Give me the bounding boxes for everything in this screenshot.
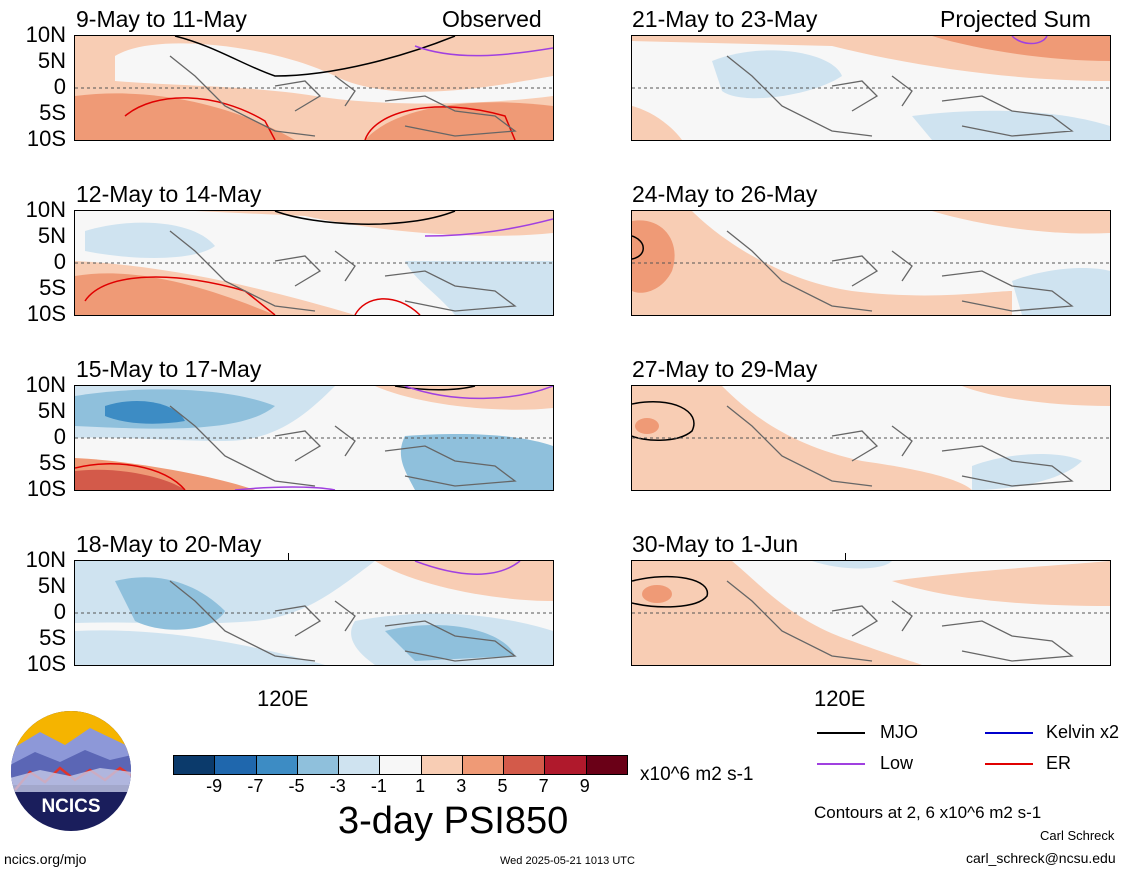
- projected-sum-label: Projected Sum: [940, 6, 1091, 32]
- legend-label-mjo: MJO: [880, 722, 918, 742]
- map-panel-obs-4: [75, 561, 553, 665]
- colorbar-tick-label: 3: [456, 776, 467, 796]
- map-panel-obs-1: [75, 36, 553, 140]
- legend-label-low: Low: [880, 753, 914, 773]
- panel-title: 27-May to 29-May: [632, 356, 818, 382]
- panel-title: 9-May to 11-May: [76, 6, 247, 32]
- colorbar-tick-label: -9: [206, 776, 223, 796]
- map-panel-proj-3: [632, 386, 1110, 490]
- colorbar-swatch: [296, 756, 339, 774]
- panel-title: 21-May to 23-May: [632, 6, 818, 32]
- map-panel-obs-3: [75, 386, 553, 490]
- panel-title: 24-May to 26-May: [632, 181, 818, 207]
- lat-tick-label: 5N: [37, 48, 66, 73]
- lat-tick-label: 10S: [26, 476, 66, 501]
- lon-tick-right: 120E: [814, 686, 866, 711]
- panel-title: 18-May to 20-May: [76, 531, 262, 557]
- colorbar-swatch: [255, 756, 297, 774]
- map-panel-proj-1: [632, 36, 1110, 140]
- panel-title: 15-May to 17-May: [76, 356, 262, 382]
- colorbar-swatch: [461, 756, 504, 774]
- lat-tick-label: 10S: [26, 126, 66, 151]
- colorbar: [173, 755, 628, 775]
- legend-line-low: [817, 763, 865, 765]
- panel-title: 30-May to 1-Jun: [632, 531, 799, 557]
- colorbar-swatch: [544, 756, 586, 774]
- lat-tick-label: 0: [53, 74, 66, 99]
- map-panel-obs-2: [75, 211, 553, 315]
- lat-tick-label: 10N: [25, 547, 66, 572]
- legend-line-mjo: [817, 732, 865, 734]
- map-panel-proj-2: [632, 211, 1110, 315]
- ncics-logo[interactable]: NCICS: [10, 710, 132, 832]
- colorbar-title: 3-day PSI850: [338, 800, 569, 842]
- lat-tick-label: 0: [53, 424, 66, 449]
- lat-tick-label: 10N: [25, 197, 66, 222]
- author: Carl Schreck: [1040, 828, 1115, 843]
- colorbar-tick-label: 7: [538, 776, 549, 796]
- colorbar-tick-label: 1: [415, 776, 426, 796]
- legend-line-er: [985, 763, 1033, 765]
- lat-tick-label: 5N: [37, 573, 66, 598]
- colorbar-tick-label: -1: [370, 776, 387, 796]
- lat-tick-label: 5N: [37, 223, 66, 248]
- lat-tick-label: 5S: [39, 450, 66, 475]
- timestamp: Wed 2025-05-21 1013 UTC: [500, 855, 635, 867]
- colorbar-swatch: [503, 756, 545, 774]
- colorbar-swatch: [379, 756, 421, 774]
- lat-tick-label: 5N: [37, 398, 66, 423]
- site-link[interactable]: ncics.org/mjo: [4, 851, 87, 867]
- colorbar-swatch: [174, 756, 215, 774]
- author-email[interactable]: carl_schreck@ncsu.edu: [966, 850, 1116, 866]
- colorbar-units: x10^6 m2 s-1: [640, 764, 754, 785]
- lat-tick-label: 5S: [39, 100, 66, 125]
- lat-tick-label: 0: [53, 249, 66, 274]
- colorbar-swatch: [420, 756, 462, 774]
- legend-label-er: ER: [1046, 753, 1072, 773]
- map-panel-proj-4: [632, 561, 1110, 665]
- colorbar-tick-label: -5: [288, 776, 305, 796]
- lat-tick-label: 10S: [26, 651, 66, 676]
- logo-text: NCICS: [41, 796, 100, 817]
- panel-title: 12-May to 14-May: [76, 181, 262, 207]
- lat-tick-label: 5S: [39, 625, 66, 650]
- legend-label-kelvin: Kelvin x2: [1046, 722, 1120, 742]
- lat-tick-label: 0: [53, 599, 66, 624]
- legend-line-kelvin: [985, 732, 1033, 734]
- colorbar-swatch: [585, 756, 627, 774]
- colorbar-tick-label: 5: [497, 776, 508, 796]
- contour-note: Contours at 2, 6 x10^6 m2 s-1: [814, 803, 1042, 822]
- lat-tick-label: 5S: [39, 275, 66, 300]
- colorbar-swatch: [214, 756, 256, 774]
- lat-tick-label: 10N: [25, 372, 66, 397]
- colorbar-tick-label: 9: [579, 776, 590, 796]
- lat-tick-label: 10S: [26, 301, 66, 326]
- colorbar-tick-label: -7: [247, 776, 264, 796]
- observed-label: Observed: [442, 6, 542, 32]
- lon-tick-left: 120E: [257, 686, 309, 711]
- colorbar-swatch: [338, 756, 380, 774]
- colorbar-tick-label: -3: [329, 776, 346, 796]
- lat-tick-label: 10N: [25, 22, 66, 47]
